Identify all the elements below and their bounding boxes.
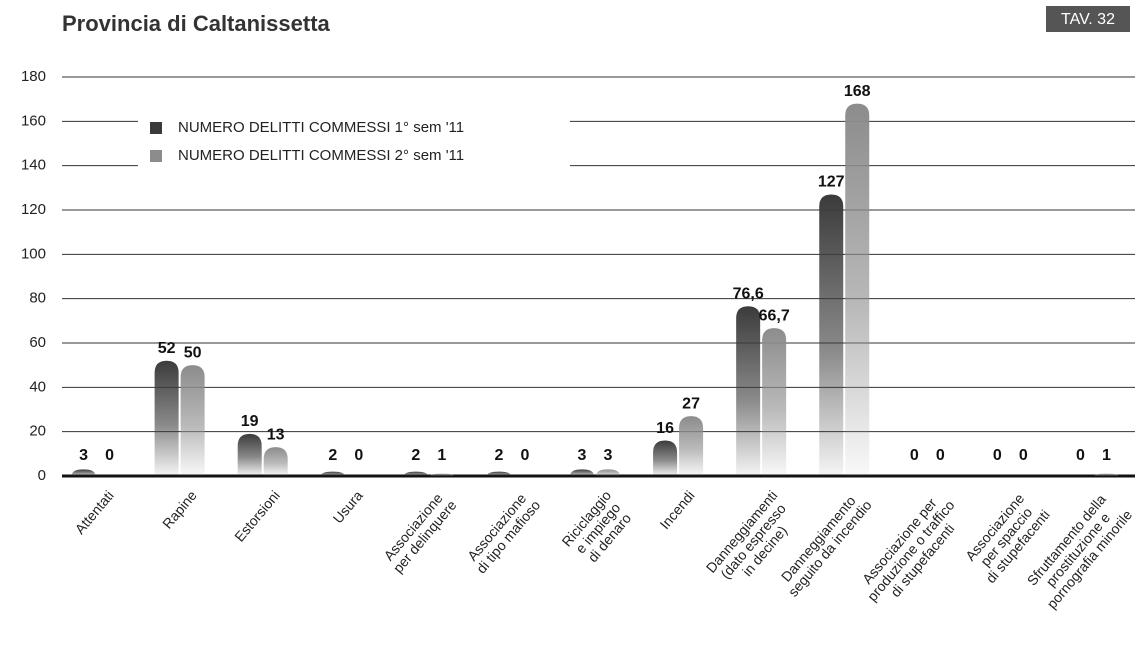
y-tick-label: 0 [38, 467, 46, 484]
badge-bg [1046, 6, 1130, 32]
value-label: 2 [411, 447, 420, 464]
value-label: 127 [818, 174, 845, 191]
y-tick-label: 140 [21, 157, 46, 174]
legend-swatch [150, 150, 162, 162]
value-label: 0 [354, 447, 363, 464]
value-label: 0 [993, 447, 1002, 464]
bar [819, 194, 844, 476]
value-label: 168 [844, 83, 871, 100]
y-tick-label: 120 [21, 201, 46, 218]
value-label: 3 [604, 447, 613, 464]
bar [679, 416, 704, 476]
legend-label: NUMERO DELITTI COMMESSI 2° sem '11 [178, 147, 464, 164]
bar [154, 360, 179, 476]
value-label: 0 [1019, 447, 1028, 464]
value-label: 0 [910, 447, 919, 464]
value-label: 1 [1102, 447, 1111, 464]
bar [403, 471, 428, 476]
legend-label: NUMERO DELITTI COMMESSI 1° sem '11 [178, 119, 464, 136]
chart-title: Provincia di Caltanissetta [62, 11, 331, 36]
bar [596, 469, 620, 476]
y-tick-label: 160 [21, 112, 46, 129]
value-label: 0 [520, 447, 529, 464]
bar [762, 328, 787, 476]
legend-swatch [150, 122, 162, 134]
value-label: 2 [494, 447, 503, 464]
value-label: 13 [267, 426, 285, 443]
bar [263, 447, 288, 476]
value-label: 0 [1076, 447, 1085, 464]
bar [653, 440, 678, 476]
bar [845, 103, 870, 476]
y-tick-label: 60 [29, 334, 46, 351]
value-label: 3 [79, 447, 88, 464]
badge: TAV. 32 [1061, 11, 1115, 28]
value-label: 66,7 [759, 307, 790, 324]
bar [320, 471, 345, 476]
bar [429, 473, 454, 476]
value-label: 1 [437, 447, 446, 464]
legend: NUMERO DELITTI COMMESSI 1° sem '11 NUMERO… [138, 112, 570, 172]
bar [486, 471, 511, 476]
legend-bg [138, 112, 570, 172]
bar [570, 469, 594, 476]
bar [1094, 473, 1119, 476]
y-tick-label: 40 [29, 378, 46, 395]
y-tick-label: 20 [29, 423, 46, 440]
y-tick-label: 180 [21, 68, 46, 85]
y-tick-label: 100 [21, 245, 46, 262]
bar [180, 365, 205, 476]
value-label: 27 [682, 395, 700, 412]
value-label: 76,6 [733, 285, 764, 302]
value-label: 0 [936, 447, 945, 464]
bar [736, 306, 761, 476]
y-tick-label: 80 [29, 290, 46, 307]
value-label: 50 [184, 344, 202, 361]
value-label: 0 [105, 447, 114, 464]
value-label: 19 [241, 413, 259, 430]
bar [71, 469, 96, 476]
bar [237, 433, 262, 476]
value-label: 2 [328, 447, 337, 464]
value-label: 52 [158, 340, 176, 357]
value-label: 3 [578, 447, 587, 464]
value-label: 16 [656, 420, 674, 437]
